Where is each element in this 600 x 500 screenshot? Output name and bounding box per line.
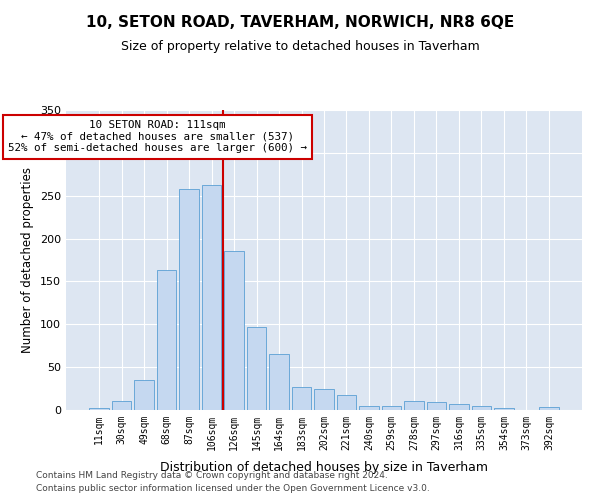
Bar	[539, 408, 559, 410]
Bar	[292, 387, 311, 410]
Bar	[179, 189, 199, 410]
Bar	[314, 388, 334, 410]
Bar	[337, 396, 356, 410]
Bar	[112, 402, 131, 410]
Bar	[494, 408, 514, 410]
Bar	[472, 406, 491, 410]
Bar	[89, 408, 109, 410]
Bar	[427, 402, 446, 410]
Bar	[359, 406, 379, 410]
Bar	[269, 354, 289, 410]
Text: 10, SETON ROAD, TAVERHAM, NORWICH, NR8 6QE: 10, SETON ROAD, TAVERHAM, NORWICH, NR8 6…	[86, 15, 514, 30]
Text: 10 SETON ROAD: 111sqm
← 47% of detached houses are smaller (537)
52% of semi-det: 10 SETON ROAD: 111sqm ← 47% of detached …	[8, 120, 307, 154]
Bar	[202, 186, 221, 410]
Bar	[382, 406, 401, 410]
Text: Size of property relative to detached houses in Taverham: Size of property relative to detached ho…	[121, 40, 479, 53]
Bar	[157, 270, 176, 410]
Bar	[134, 380, 154, 410]
Bar	[404, 402, 424, 410]
Text: Contains HM Land Registry data © Crown copyright and database right 2024.: Contains HM Land Registry data © Crown c…	[36, 470, 388, 480]
Bar	[224, 252, 244, 410]
Bar	[247, 327, 266, 410]
Y-axis label: Number of detached properties: Number of detached properties	[22, 167, 34, 353]
Text: Contains public sector information licensed under the Open Government Licence v3: Contains public sector information licen…	[36, 484, 430, 493]
X-axis label: Distribution of detached houses by size in Taverham: Distribution of detached houses by size …	[160, 461, 488, 474]
Bar	[449, 404, 469, 410]
